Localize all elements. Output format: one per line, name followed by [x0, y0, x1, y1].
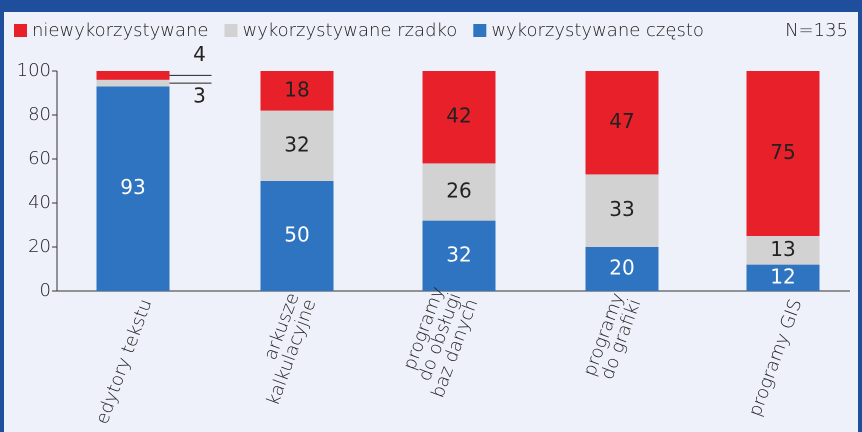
value-label: 93: [120, 175, 145, 199]
frame-right: [858, 0, 862, 432]
value-label: 18: [284, 77, 309, 101]
legend-swatch: [14, 24, 27, 37]
y-tick-label: 80: [28, 104, 51, 125]
bar-segment: [746, 264, 820, 291]
value-label: 20: [609, 256, 634, 280]
bar-segment: [746, 236, 820, 265]
frame-left: [0, 0, 4, 432]
value-label: 50: [284, 223, 309, 247]
value-label: 13: [770, 237, 795, 261]
value-label: 4: [193, 42, 206, 66]
value-label: 47: [609, 109, 634, 133]
legend-label: niewykorzystywane: [32, 20, 208, 41]
value-label: 32: [446, 242, 471, 266]
value-label: 3: [193, 84, 206, 108]
bar-segment: [746, 71, 820, 236]
value-label: 26: [446, 179, 471, 203]
value-label: 33: [609, 197, 634, 221]
banner: [0, 0, 862, 12]
y-tick-label: 0: [40, 280, 51, 301]
legend-label: wykorzystywane rzadko: [242, 20, 457, 41]
bar-segment: [422, 220, 496, 291]
y-tick-label: 20: [28, 236, 51, 257]
bar-segment: [585, 174, 659, 247]
bar-segment: [585, 71, 659, 175]
bar-segment: [96, 71, 170, 80]
y-tick-label: 100: [17, 60, 51, 81]
bar-segment: [260, 71, 334, 111]
value-label: 12: [770, 264, 795, 288]
bar-segment: [260, 110, 334, 181]
legend-swatch: [224, 24, 238, 37]
legend-label: wykorzystywane często: [491, 20, 704, 41]
bar-segment: [422, 71, 496, 164]
x-tick-label: programydo obsługibaz danych: [393, 284, 482, 401]
value-label: 75: [770, 140, 795, 164]
bar-segment: [96, 86, 170, 292]
bar-segment: [422, 163, 496, 221]
bar-segment: [260, 181, 334, 291]
annotation: N=135: [785, 20, 848, 41]
bar-segment: [585, 247, 659, 291]
y-tick-label: 60: [28, 148, 51, 169]
legend-swatch: [473, 24, 487, 37]
value-label: 42: [446, 104, 471, 128]
value-label: 32: [284, 132, 309, 156]
y-tick-label: 40: [28, 192, 51, 213]
bar-segment: [96, 79, 170, 87]
